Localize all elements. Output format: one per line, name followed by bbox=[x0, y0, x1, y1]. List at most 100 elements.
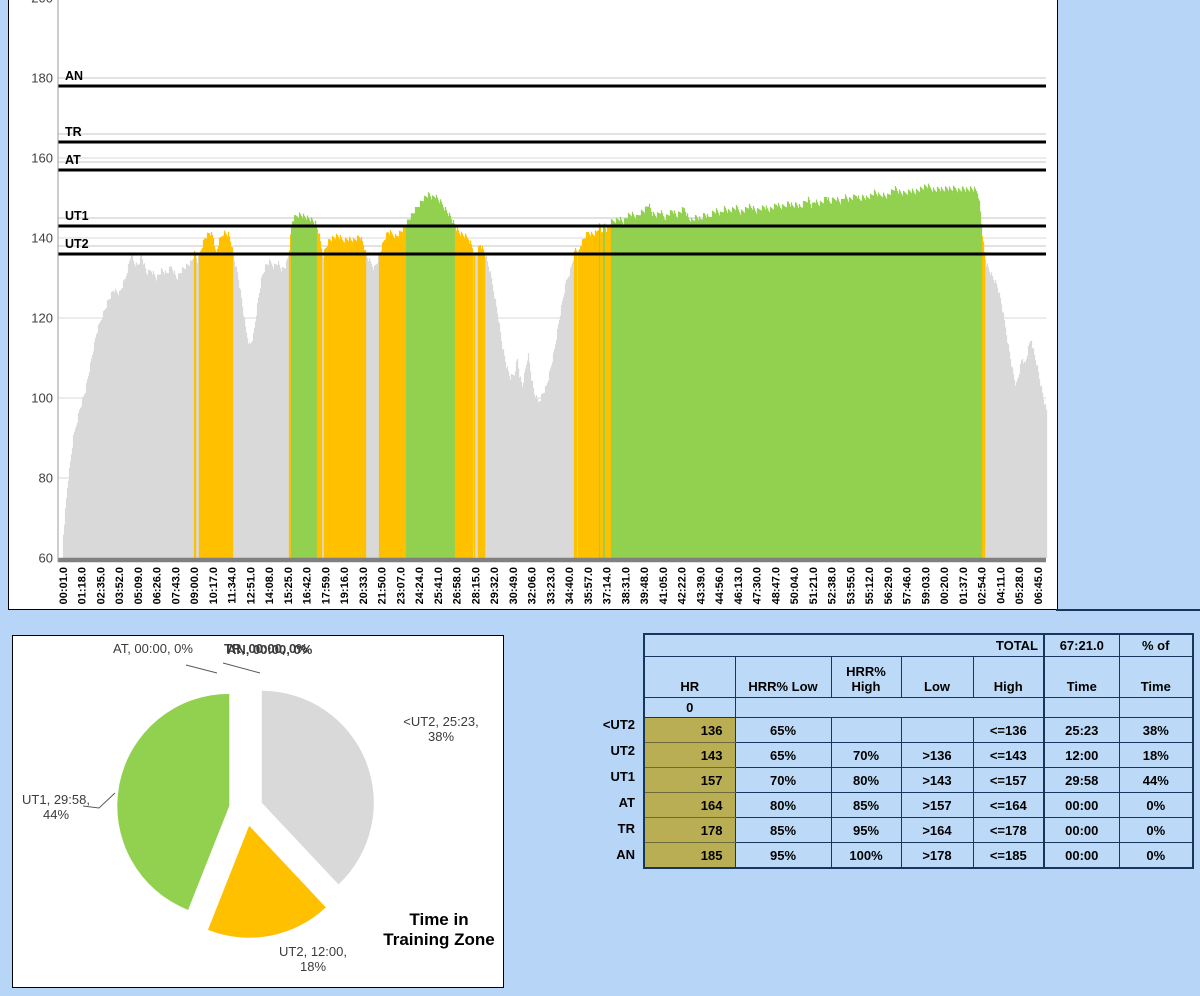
svg-text:120: 120 bbox=[31, 311, 53, 326]
svg-text:17:59.0: 17:59.0 bbox=[320, 567, 332, 604]
cell-AN-pct[interactable]: 0% bbox=[1118, 842, 1194, 869]
row-label-UT1: UT1 bbox=[610, 769, 635, 784]
svg-text:43:39.0: 43:39.0 bbox=[695, 567, 707, 604]
pie-label-tr: TR, 00:00, 0% bbox=[224, 641, 308, 656]
col-header-hrr-low[interactable]: HRR% Low bbox=[734, 656, 832, 698]
pie-label-under-ut2: <UT2, 25:23, 38% bbox=[385, 714, 497, 744]
pie-title-line2: Training Zone bbox=[383, 930, 495, 949]
cell-UT1-hr[interactable]: 157 bbox=[643, 767, 736, 793]
cell-UT2-hr[interactable]: 143 bbox=[643, 742, 736, 768]
cell-TR-high[interactable]: <=178 bbox=[972, 817, 1045, 843]
cell-TR-time[interactable]: 00:00 bbox=[1043, 817, 1120, 843]
svg-text:23:07.0: 23:07.0 bbox=[395, 567, 407, 604]
cell-UT1-high[interactable]: <=157 bbox=[972, 767, 1045, 793]
svg-text:39:48.0: 39:48.0 bbox=[639, 567, 651, 604]
col-header-high[interactable]: High bbox=[972, 656, 1045, 698]
cell-TR-pct[interactable]: 0% bbox=[1118, 817, 1194, 843]
pie-slice-UT1 bbox=[117, 693, 230, 910]
cell-UT1-low[interactable]: >143 bbox=[900, 767, 974, 793]
cell-AN-hrr_high[interactable]: 100% bbox=[830, 842, 902, 869]
cell-AT-hrr_high[interactable]: 85% bbox=[830, 792, 902, 818]
svg-text:10:17.0: 10:17.0 bbox=[208, 567, 220, 604]
cell-AN-hr[interactable]: 185 bbox=[643, 842, 736, 869]
col-header-pct-time[interactable]: Time bbox=[1118, 656, 1194, 698]
cell-UT2-high[interactable]: <=143 bbox=[972, 742, 1045, 768]
table-total-row: TOTAL 67:21.0 % of bbox=[643, 633, 1194, 657]
cell-AT-hrr_low[interactable]: 80% bbox=[734, 792, 832, 818]
row-label-UT2: <UT2 bbox=[602, 717, 635, 732]
cell-UT2-hrr_high[interactable]: 70% bbox=[830, 742, 902, 768]
cell-AN-time[interactable]: 00:00 bbox=[1043, 842, 1120, 869]
pie-label-ut1: UT1, 29:58, 44% bbox=[15, 792, 97, 822]
zero-row-pct-empty[interactable] bbox=[1118, 697, 1194, 718]
svg-text:38:31.0: 38:31.0 bbox=[620, 567, 632, 604]
svg-text:44:56.0: 44:56.0 bbox=[714, 567, 726, 604]
col-header-hrr-high[interactable]: HRR% High bbox=[830, 656, 902, 698]
cell-UT2-pct[interactable]: 38% bbox=[1118, 717, 1194, 743]
cell-UT2-hrr_low[interactable]: 65% bbox=[734, 717, 832, 743]
cell-TR-hrr_low[interactable]: 85% bbox=[734, 817, 832, 843]
col-header-low[interactable]: Low bbox=[900, 656, 974, 698]
cell-UT1-pct[interactable]: 44% bbox=[1118, 767, 1194, 793]
pie-label-ut1-line2: 44% bbox=[42, 807, 70, 822]
pie-slice-UT2 bbox=[207, 825, 326, 938]
zero-row-empty[interactable] bbox=[734, 697, 1045, 718]
pie-chart[interactable]: AT, 00:00, 0% TR, 00:00, 0% AN, 00:00, 0… bbox=[12, 635, 504, 988]
hr-area-chart[interactable]: AN TR AT UT1 UT2 200 180 160 140 120 100 80 60 00:01.… bbox=[8, 0, 1058, 610]
cell-UT2-low[interactable] bbox=[900, 717, 974, 743]
svg-text:28:15.0: 28:15.0 bbox=[470, 567, 482, 604]
pie-slice-lt-UT2 bbox=[261, 690, 374, 885]
hr-axis-labels: AN TR AT UT1 UT2 200 180 160 140 120 100 80 60 00:01.… bbox=[31, 0, 1045, 604]
cell-AT-high[interactable]: <=164 bbox=[972, 792, 1045, 818]
hr-series-zones bbox=[193, 183, 986, 559]
cell-UT1-time[interactable]: 29:58 bbox=[1043, 767, 1120, 793]
cell-AN-low[interactable]: >178 bbox=[900, 842, 974, 869]
pie-plot bbox=[82, 662, 374, 938]
svg-text:20:33.0: 20:33.0 bbox=[358, 567, 370, 604]
cell-AT-hr[interactable]: 164 bbox=[643, 792, 736, 818]
zero-row-time-empty[interactable] bbox=[1043, 697, 1120, 718]
svg-text:32:06.0: 32:06.0 bbox=[527, 567, 539, 604]
cell-UT2-high[interactable]: <=136 bbox=[972, 717, 1045, 743]
svg-text:11:34.0: 11:34.0 bbox=[227, 567, 239, 604]
cell-AT-low[interactable]: >157 bbox=[900, 792, 974, 818]
col-header-hr[interactable]: HR bbox=[643, 656, 736, 698]
svg-text:160: 160 bbox=[31, 151, 53, 166]
total-time-cell[interactable]: 67:21.0 bbox=[1043, 633, 1120, 657]
cell-UT2-low[interactable]: >136 bbox=[900, 742, 974, 768]
cell-UT2-time[interactable]: 12:00 bbox=[1043, 742, 1120, 768]
cell-TR-low[interactable]: >164 bbox=[900, 817, 974, 843]
zone-row-AN: 185 95% 100% >178 <=185 00:00 0% bbox=[643, 842, 1194, 869]
cell-AT-pct[interactable]: 0% bbox=[1118, 792, 1194, 818]
svg-text:09:00.0: 09:00.0 bbox=[189, 567, 201, 604]
total-label-cell[interactable]: TOTAL bbox=[643, 633, 1045, 657]
svg-text:80: 80 bbox=[39, 471, 53, 486]
svg-text:02:54.0: 02:54.0 bbox=[977, 567, 989, 604]
svg-text:05:09.0: 05:09.0 bbox=[133, 567, 145, 604]
zero-cell[interactable]: 0 bbox=[643, 697, 736, 718]
col-header-time[interactable]: Time bbox=[1043, 656, 1120, 698]
svg-text:06:45.0: 06:45.0 bbox=[1033, 567, 1045, 604]
pie-label-ut2-line2: 18% bbox=[299, 959, 327, 974]
cell-UT2-time[interactable]: 25:23 bbox=[1043, 717, 1120, 743]
cell-TR-hrr_high[interactable]: 95% bbox=[830, 817, 902, 843]
cell-UT1-hrr_low[interactable]: 70% bbox=[734, 767, 832, 793]
pie-label-under-ut2-line2: 38% bbox=[427, 729, 455, 744]
total-pct-header-cell[interactable]: % of bbox=[1118, 633, 1194, 657]
svg-text:56:29.0: 56:29.0 bbox=[883, 567, 895, 604]
cell-UT2-hrr_high[interactable] bbox=[830, 717, 902, 743]
cell-AN-hrr_low[interactable]: 95% bbox=[734, 842, 832, 869]
cell-AT-time[interactable]: 00:00 bbox=[1043, 792, 1120, 818]
cell-UT2-hr[interactable]: 136 bbox=[643, 717, 736, 743]
svg-text:33:23.0: 33:23.0 bbox=[545, 567, 557, 604]
cell-AN-high[interactable]: <=185 bbox=[972, 842, 1045, 869]
cell-UT1-hrr_high[interactable]: 80% bbox=[830, 767, 902, 793]
svg-text:100: 100 bbox=[31, 391, 53, 406]
cell-UT2-pct[interactable]: 18% bbox=[1118, 742, 1194, 768]
svg-text:01:37.0: 01:37.0 bbox=[958, 567, 970, 604]
svg-text:200: 200 bbox=[31, 0, 53, 6]
cell-UT2-hrr_low[interactable]: 65% bbox=[734, 742, 832, 768]
svg-text:15:25.0: 15:25.0 bbox=[283, 567, 295, 604]
cell-TR-hr[interactable]: 178 bbox=[643, 817, 736, 843]
hr-series-below-ut2 bbox=[62, 254, 1048, 558]
